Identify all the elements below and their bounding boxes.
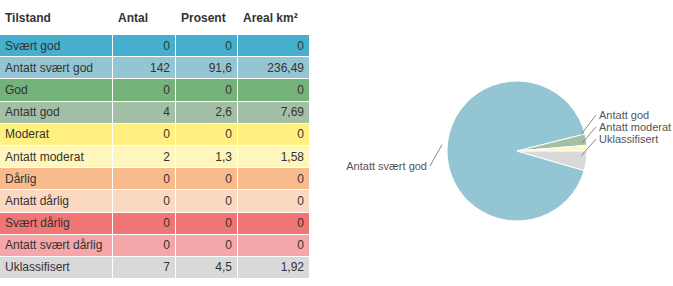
- html-text:0: 0: [225, 193, 232, 208]
- html-text:God: God: [5, 83, 28, 97]
- html-text:0: 0: [163, 127, 170, 142]
- html-text:236,49: 236,49: [267, 60, 304, 75]
- html-text:0: 0: [163, 238, 170, 253]
- html-text:7: 7: [163, 260, 170, 275]
- html-text:0: 0: [297, 216, 304, 231]
- html-text:0: 0: [163, 216, 170, 231]
- html-text:2: 2: [163, 149, 170, 164]
- html-text:0: 0: [297, 193, 304, 208]
- html-text:0: 0: [225, 238, 232, 253]
- html-text:91,6: 91,6: [208, 60, 232, 75]
- html-text:2,6: 2,6: [215, 105, 232, 120]
- html-text:0: 0: [297, 38, 304, 53]
- html-text:0: 0: [297, 127, 304, 142]
- html-text:0: 0: [163, 38, 170, 53]
- html-text:0: 0: [225, 171, 232, 186]
- html-text:1,3: 1,3: [215, 149, 232, 164]
- html-text:0: 0: [297, 238, 304, 253]
- html-text:0: 0: [225, 38, 232, 53]
- html-text:Areal km²: Areal km²: [243, 10, 298, 25]
- html-text:Moderat: Moderat: [5, 127, 49, 142]
- html-text:0: 0: [225, 83, 232, 97]
- svg-text:Antatt svært god: Antatt svært god: [346, 160, 427, 172]
- html-text:7,69: 7,69: [280, 105, 304, 120]
- html-text:Dårlig: Dårlig: [5, 171, 37, 186]
- html-text:Antal: Antal: [118, 10, 148, 25]
- html-text:Antatt svært god: Antatt svært god: [5, 60, 93, 75]
- html-text:0: 0: [163, 83, 170, 97]
- html-text:Antatt dårlig: Antatt dårlig: [5, 193, 69, 208]
- html-text:Svært dårlig: Svært dårlig: [5, 216, 70, 231]
- html-text:Antatt god: Antatt god: [5, 105, 60, 120]
- svg-text:Antatt moderat: Antatt moderat: [599, 121, 665, 133]
- html-text:0: 0: [225, 216, 232, 231]
- html-text:0: 0: [297, 171, 304, 186]
- html-text:4: 4: [163, 105, 170, 120]
- html-text:4,5: 4,5: [215, 260, 232, 275]
- html-text:Tilstand: Tilstand: [5, 10, 51, 25]
- svg-text:Uklassifisert: Uklassifisert: [599, 133, 658, 145]
- html-text:Prosent: Prosent: [181, 10, 226, 25]
- svg-text:Antatt god: Antatt god: [599, 109, 649, 121]
- html-text:0: 0: [225, 127, 232, 142]
- html-text:0: 0: [163, 171, 170, 186]
- html-text:Antatt svært dårlig: Antatt svært dårlig: [5, 238, 103, 253]
- html-text:0: 0: [163, 193, 170, 208]
- html-text:0: 0: [297, 83, 304, 97]
- html-text:Svært god: Svært god: [5, 38, 61, 53]
- html-text:1,92: 1,92: [280, 260, 304, 275]
- html-text:142: 142: [150, 60, 170, 75]
- html-text:1,58: 1,58: [280, 149, 304, 164]
- html-text:Uklassifisert: Uklassifisert: [5, 260, 70, 275]
- html-text:Antatt moderat: Antatt moderat: [5, 149, 84, 164]
